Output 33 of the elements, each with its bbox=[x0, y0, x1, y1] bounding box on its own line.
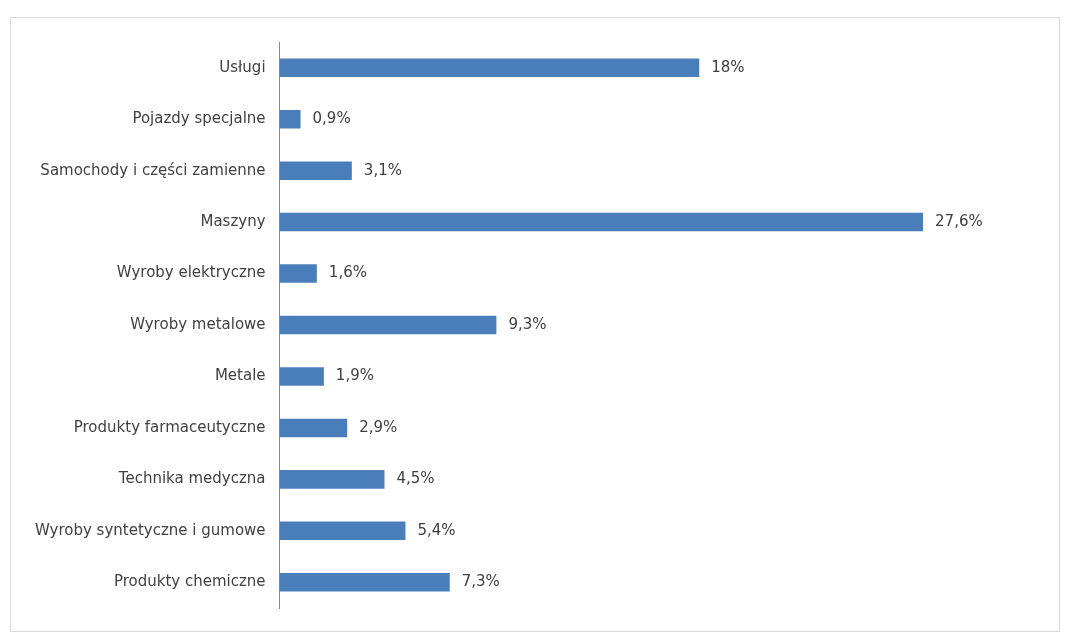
data-label: 2,9% bbox=[359, 417, 398, 436]
y-tick-label: Wyroby elektryczne bbox=[116, 263, 266, 282]
bar bbox=[279, 109, 301, 129]
y-tick-label: Pojazdy specjalne bbox=[132, 109, 266, 128]
y-tick-label: Technika medyczna bbox=[117, 469, 266, 488]
y-tick-label: Produkty chemiczne bbox=[113, 572, 266, 591]
data-label: 1,6% bbox=[328, 263, 367, 282]
data-label: 1,9% bbox=[335, 366, 374, 385]
y-tick-label: Maszyny bbox=[200, 211, 266, 230]
data-label: 4,5% bbox=[396, 469, 435, 488]
data-label: 18% bbox=[711, 57, 745, 76]
bar bbox=[279, 521, 406, 541]
bar bbox=[279, 418, 348, 438]
bar bbox=[279, 58, 700, 77]
y-tick-label: Metale bbox=[214, 366, 266, 385]
data-label: 5,4% bbox=[417, 520, 456, 539]
bar bbox=[279, 470, 385, 489]
bar bbox=[279, 212, 924, 232]
data-label: 7,3% bbox=[461, 572, 500, 591]
data-label: 9,3% bbox=[508, 314, 547, 333]
data-label: 0,9% bbox=[312, 109, 351, 128]
y-tick-label: Wyroby metalowe bbox=[130, 314, 266, 333]
bar bbox=[279, 367, 324, 386]
y-tick-label: Produkty farmaceutyczne bbox=[73, 417, 266, 436]
y-tick-label: Wyroby syntetyczne i gumowe bbox=[34, 520, 266, 539]
bar bbox=[279, 161, 352, 180]
data-label: 27,6% bbox=[935, 211, 983, 230]
bar bbox=[279, 315, 497, 335]
bar bbox=[279, 573, 450, 592]
bar bbox=[279, 264, 317, 283]
y-tick-label: Samochody i części zamienne bbox=[40, 160, 266, 179]
y-tick-label: Usługi bbox=[219, 57, 266, 76]
data-label: 3,1% bbox=[363, 160, 402, 179]
